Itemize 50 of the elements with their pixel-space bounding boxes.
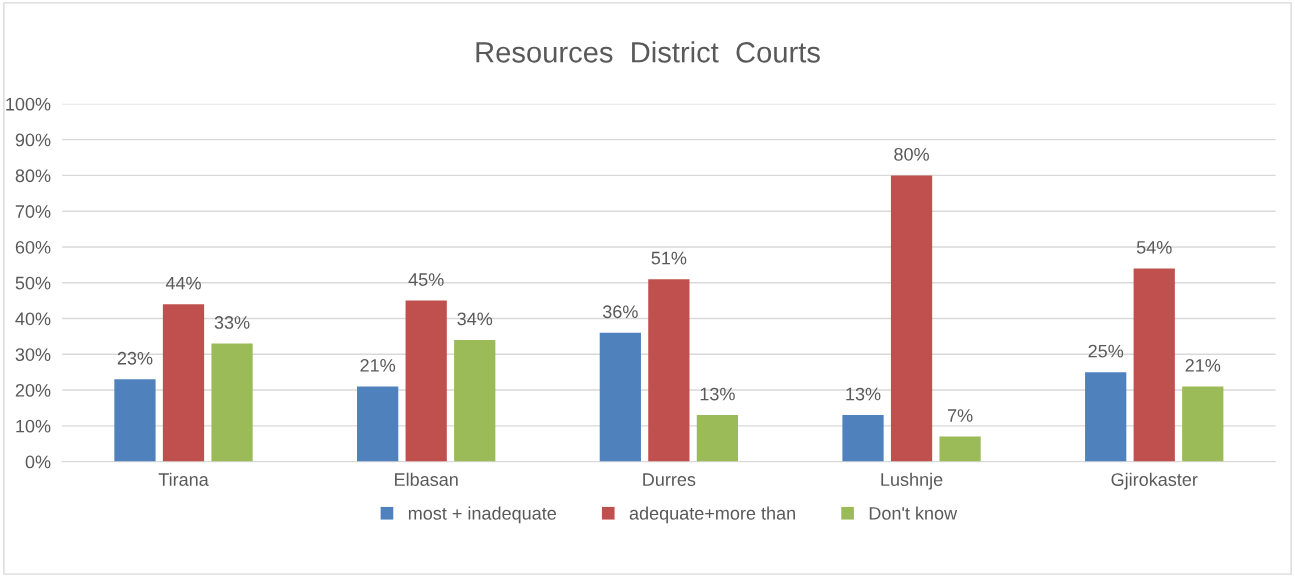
bar (599, 332, 641, 462)
bar (939, 436, 981, 462)
data-label: 13% (700, 387, 735, 401)
y-tick-label: 20% (15, 383, 51, 397)
legend-label: adequate+more than (629, 506, 795, 524)
legend-label: most + inadequate (408, 506, 556, 524)
bar (648, 279, 690, 462)
y-tick-label: 40% (15, 312, 51, 326)
y-tick-label: 70% (15, 205, 51, 218)
data-label: 21% (360, 359, 396, 372)
bar (1133, 268, 1175, 462)
bar (454, 339, 496, 462)
data-label: 25% (1088, 344, 1124, 358)
data-label: 23% (117, 351, 153, 365)
data-label: 33% (214, 316, 250, 329)
data-label: 21% (1185, 359, 1221, 372)
data-label: 34% (457, 312, 493, 326)
y-tick-label: 60% (15, 240, 51, 254)
bar (696, 415, 739, 462)
data-label: 44% (165, 276, 201, 290)
x-tick-label: Lushnje (881, 472, 943, 490)
bar (890, 175, 933, 462)
data-label: 51% (651, 251, 687, 265)
data-label: 54% (1136, 241, 1172, 254)
data-label: 13% (846, 387, 881, 401)
y-tick-label: 50% (15, 276, 51, 290)
data-label: 80% (894, 147, 929, 161)
x-tick-label: Gjirokaster (1111, 472, 1198, 490)
bar (357, 386, 399, 462)
x-tick-label: Durres (643, 473, 696, 486)
bar (1182, 386, 1224, 462)
data-label: 7% (947, 409, 973, 422)
x-tick-label: Elbasan (395, 472, 458, 486)
data-label: 36% (602, 305, 638, 319)
y-tick-label: 10% (16, 419, 51, 433)
bar (211, 343, 253, 462)
y-tick-label: 100% (6, 97, 51, 111)
y-tick-label: 0% (25, 455, 51, 469)
bar (405, 300, 447, 462)
y-tick-label: 90% (15, 133, 51, 147)
bar (114, 379, 156, 462)
chart-title: Resources District Courts (476, 41, 820, 63)
data-label: 45% (408, 273, 444, 286)
y-tick-label: 80% (15, 169, 51, 183)
bar (1085, 372, 1127, 462)
y-tick-label: 30% (15, 348, 51, 361)
x-tick-label: Tirana (158, 472, 209, 486)
bar (162, 304, 205, 462)
legend-label: Don't know (869, 506, 958, 520)
bar (842, 415, 884, 462)
